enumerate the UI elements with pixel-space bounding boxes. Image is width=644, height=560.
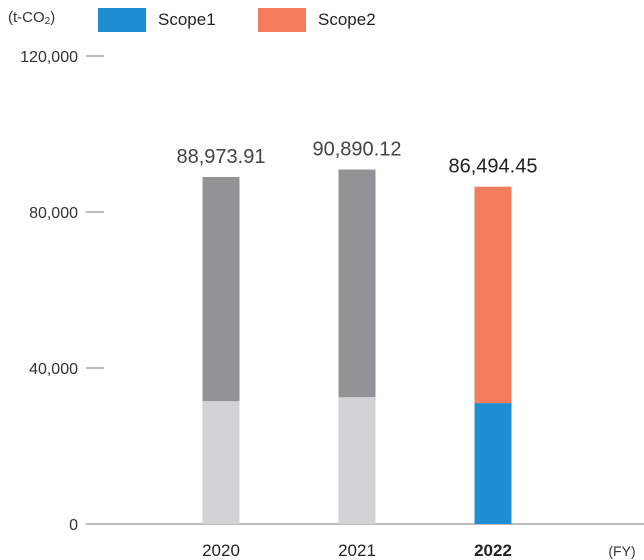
bar-2022-scope1 xyxy=(474,403,512,524)
legend-swatch-scope2 xyxy=(258,8,306,32)
bar-2021-scope1 xyxy=(338,397,376,524)
total-label-2020: 88,973.91 xyxy=(177,146,266,168)
bar-2020-scope2 xyxy=(202,177,240,402)
legend-swatch-scope1 xyxy=(98,8,146,32)
legend-item-scope2: Scope2 xyxy=(258,6,376,34)
y-tick-label-3: 120,000 xyxy=(20,49,78,66)
legend-item-scope1: Scope1 xyxy=(98,6,216,34)
x-tick-label-2021: 2021 xyxy=(338,541,376,560)
bar-2020-scope1 xyxy=(202,401,240,524)
x-tick-label-2022: 2022 xyxy=(474,541,512,560)
legend-label-scope1: Scope1 xyxy=(158,10,216,29)
y-tick-label-2: 80,000 xyxy=(29,205,78,222)
x-tick-label-2020: 2020 xyxy=(202,541,240,560)
legend-label-scope2: Scope2 xyxy=(318,10,376,29)
total-label-2022: 86,494.45 xyxy=(449,156,538,178)
bar-2022-scope2 xyxy=(474,186,512,404)
total-label-2021: 90,890.12 xyxy=(313,139,402,161)
y-tick-label-1: 40,000 xyxy=(29,361,78,378)
unit-label: (t-CO2) xyxy=(8,9,56,27)
x-axis-label: (FY) xyxy=(608,543,635,559)
bar-2021-scope2 xyxy=(338,169,376,398)
y-tick-label-0: 0 xyxy=(69,517,78,534)
